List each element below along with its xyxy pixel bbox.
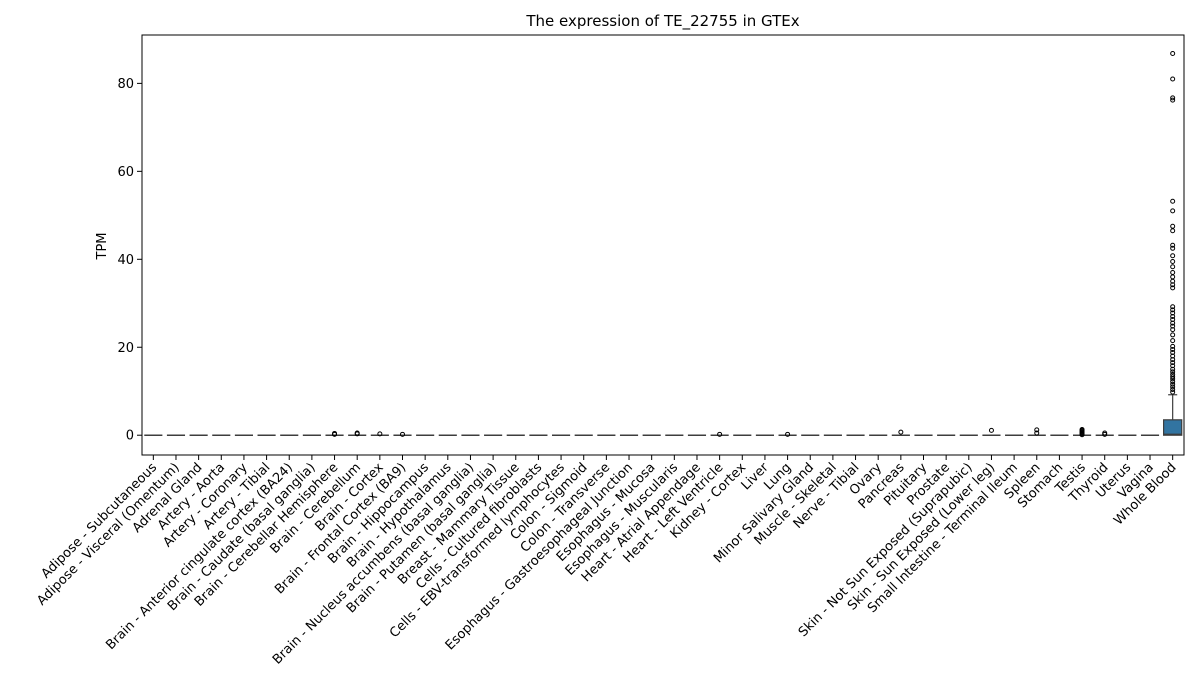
box-group <box>370 431 389 437</box>
outlier-point <box>1170 274 1176 280</box>
outlier-point <box>1170 95 1176 101</box>
box-group <box>778 431 797 437</box>
outlier-point <box>1170 379 1176 385</box>
outlier-point <box>1170 343 1176 349</box>
outlier-point <box>1170 304 1176 310</box>
outlier-point <box>1170 369 1176 375</box>
outlier-point <box>1170 253 1176 259</box>
outlier-point <box>1170 332 1176 338</box>
outlier-point <box>1170 242 1176 248</box>
outlier-point <box>377 431 383 437</box>
plot-frame <box>141 34 1185 456</box>
outlier-point <box>1170 363 1176 369</box>
outlier-point <box>1170 50 1176 56</box>
box <box>1163 419 1183 436</box>
y-axis-label: TPM <box>95 233 110 261</box>
y-tick-label: 20 <box>117 341 134 356</box>
box-group <box>1073 426 1092 438</box>
box-group <box>710 431 729 437</box>
box-group <box>891 429 910 436</box>
outlier-point <box>1102 430 1108 436</box>
y-tick-label: 40 <box>117 253 134 268</box>
outlier-point <box>1170 350 1176 356</box>
outlier-point <box>1170 258 1176 264</box>
outlier-point <box>1170 346 1176 352</box>
y-axis: 0 20 40 60 80 <box>117 77 142 444</box>
box-group <box>1163 50 1183 436</box>
box-group <box>1095 430 1114 437</box>
outlier-point <box>1034 427 1040 433</box>
outlier-point <box>1170 223 1176 229</box>
outlier-point <box>1170 198 1176 204</box>
outlier-point <box>332 430 338 436</box>
outlier-point <box>1170 386 1176 392</box>
outlier-point <box>785 431 791 437</box>
outlier-point <box>1170 307 1176 313</box>
plot-area <box>144 50 1183 438</box>
outlier-point <box>1170 323 1176 329</box>
box-group <box>325 430 344 437</box>
outlier-point <box>1170 372 1176 378</box>
outlier-point <box>1170 269 1176 275</box>
outlier-point <box>1170 360 1176 366</box>
box-group <box>348 430 367 437</box>
outlier-point <box>1170 389 1176 395</box>
box-group <box>393 431 412 437</box>
y-tick-label: 60 <box>117 165 134 180</box>
outlier-point <box>1170 374 1176 380</box>
box-group <box>982 427 1001 436</box>
outlier-point <box>1170 208 1176 214</box>
box-group <box>1027 427 1046 436</box>
outlier-point <box>1170 338 1176 344</box>
y-tick-label: 80 <box>117 77 134 92</box>
outlier-point <box>1170 310 1176 316</box>
outlier-point <box>1170 317 1176 323</box>
outlier-point <box>898 429 904 435</box>
outlier-point <box>354 430 360 436</box>
outlier-point <box>1170 285 1176 291</box>
outlier-point <box>1034 430 1040 436</box>
outlier-point <box>988 427 994 433</box>
outlier-point <box>717 431 723 437</box>
chart-title: The expression of TE_22755 in GTEx <box>525 12 799 31</box>
outlier-point <box>1170 381 1176 387</box>
y-tick-label: 0 <box>126 429 134 444</box>
outlier-point <box>1079 426 1085 432</box>
outlier-point <box>1170 228 1176 234</box>
outlier-point <box>1170 97 1176 103</box>
outlier-point <box>1170 264 1176 270</box>
outlier-point <box>1170 76 1176 82</box>
outlier-point <box>1170 245 1176 251</box>
outlier-point <box>400 431 405 437</box>
outlier-point <box>1170 384 1176 390</box>
